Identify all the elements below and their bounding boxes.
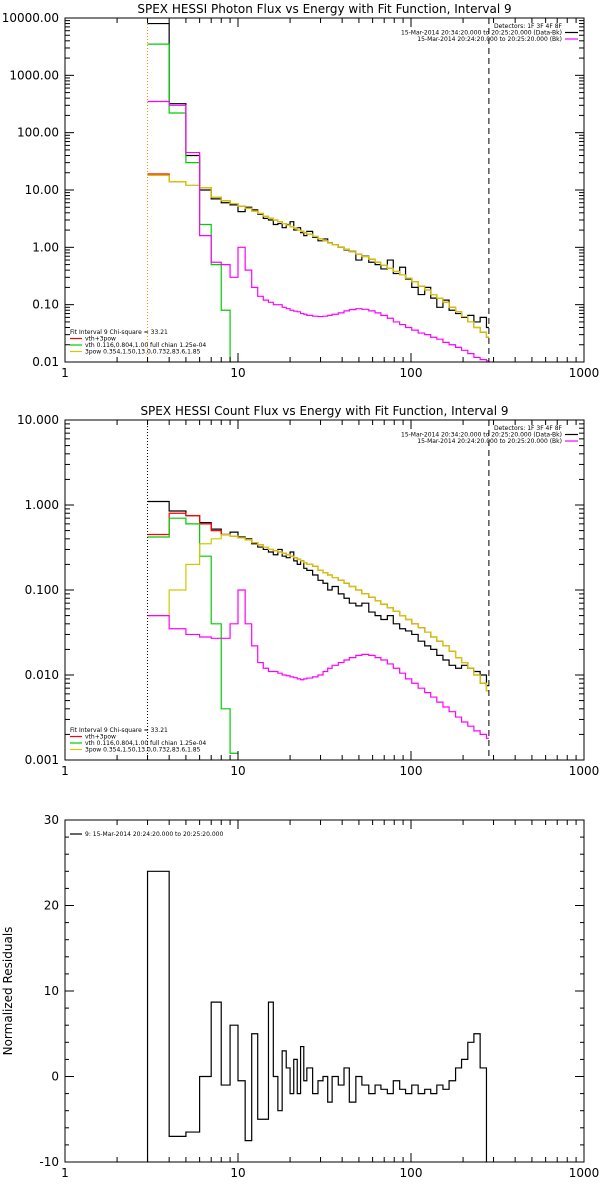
series-1-histogram bbox=[147, 173, 489, 338]
plot-frame bbox=[64, 419, 585, 761]
x-tick-label: 1 bbox=[61, 764, 69, 778]
y-tick-label: 0 bbox=[51, 1070, 59, 1084]
legend-title: Fit Interval 9 Chi-square = 33.21 bbox=[70, 727, 168, 734]
x-tick-label: 1000 bbox=[569, 366, 600, 380]
series-3-histogram bbox=[147, 533, 489, 692]
chart-title: SPEX HESSI Photon Flux vs Energy with Fi… bbox=[137, 2, 511, 16]
header-line: 15-Mar-2014 20:34:20.000 to 20:25:20.000… bbox=[401, 432, 562, 439]
y-tick-label: 0.10 bbox=[32, 298, 59, 312]
x-tick-label: 100 bbox=[400, 764, 423, 778]
legend-label: 9: 15-Mar-2014 20:24:20.000 to 20:25:20.… bbox=[85, 831, 223, 838]
x-tick-label: 1000 bbox=[569, 1166, 600, 1180]
y-tick-label: 10 bbox=[44, 984, 59, 998]
plot-frame bbox=[64, 17, 585, 363]
y-tick-label: 100.00 bbox=[17, 126, 59, 140]
legend-label: vth+3pow bbox=[85, 734, 116, 741]
series-2-histogram bbox=[147, 517, 238, 754]
series-0-histogram bbox=[147, 22, 489, 329]
residuals-panel: Normalized Residuals 1 10 100 1000 -10 0 10 20 30… bbox=[1, 813, 599, 1180]
legend-label: vth+3pow bbox=[85, 336, 116, 343]
legend-label: vth 0.116,0.804,1.00 full chian 1.25e-04 bbox=[85, 740, 206, 747]
plot-frame bbox=[64, 819, 585, 1163]
y-tick-label: 10.00 bbox=[25, 183, 59, 197]
legend-label: 3pow 0.354,1.50,13.0,0.732,83.6,1.85 bbox=[85, 747, 201, 754]
x-tick-label: 100 bbox=[400, 1166, 423, 1180]
header-line: Detectors: 1F 3F 4F 8F bbox=[494, 23, 563, 30]
legend-label: 3pow 0.354,1.50,13.0,0.732,83.6,1.85 bbox=[85, 349, 201, 356]
x-tick-label: 10 bbox=[230, 366, 245, 380]
y-tick-label: 0.010 bbox=[25, 668, 59, 682]
y-tick-label: 10.000 bbox=[17, 413, 59, 427]
photon-flux-panel: SPEX HESSI Photon Flux vs Energy with Fi… bbox=[2, 2, 600, 380]
header-line: Detectors: 1F 3F 4F 8F bbox=[494, 425, 563, 432]
y-tick-label: 1000.00 bbox=[9, 68, 59, 82]
x-tick-label: 10 bbox=[230, 764, 245, 778]
series-0-histogram bbox=[147, 500, 489, 687]
x-tick-label: 1000 bbox=[569, 764, 600, 778]
x-tick-label: 10 bbox=[230, 1166, 245, 1180]
x-tick-label: 100 bbox=[400, 366, 423, 380]
y-tick-label: 20 bbox=[44, 899, 59, 913]
chart-title: SPEX HESSI Count Flux vs Energy with Fit… bbox=[140, 404, 508, 418]
series-1-histogram bbox=[147, 512, 489, 692]
y-tick-label: 0.100 bbox=[25, 583, 59, 597]
y-tick-label: 0.01 bbox=[32, 355, 59, 369]
header-line: 15-Mar-2014 20:24:20.000 to 20:25:20.000… bbox=[417, 438, 562, 445]
y-tick-label: 30 bbox=[44, 813, 59, 827]
y-tick-label: -10 bbox=[39, 1155, 59, 1169]
header-line: 15-Mar-2014 20:34:20.000 to 20:25:20.000… bbox=[401, 30, 562, 37]
legend-label: vth 0.116,0.804,1.00 full chian 1.25e-04 bbox=[85, 342, 206, 349]
y-tick-label: 1.000 bbox=[25, 498, 59, 512]
y-tick-label: 0.001 bbox=[25, 753, 59, 767]
header-line: 15-Mar-2014 20:24:20.000 to 20:25:20.000… bbox=[417, 36, 562, 43]
legend-title: Fit Interval 9 Chi-square = 33.21 bbox=[70, 329, 168, 336]
x-tick-label: 1 bbox=[61, 1166, 69, 1180]
y-axis-label: Normalized Residuals bbox=[1, 927, 15, 1056]
series-0-histogram bbox=[146, 870, 488, 1162]
y-tick-label: 10000.00 bbox=[2, 11, 59, 25]
series-4-histogram bbox=[147, 100, 489, 362]
series-4-histogram bbox=[147, 589, 489, 739]
series-3-histogram bbox=[147, 174, 489, 338]
y-tick-label: 1.00 bbox=[32, 240, 59, 254]
x-tick-label: 1 bbox=[61, 366, 69, 380]
count-flux-panel: SPEX HESSI Count Flux vs Energy with Fit… bbox=[17, 404, 599, 778]
series-2-histogram bbox=[147, 43, 238, 362]
